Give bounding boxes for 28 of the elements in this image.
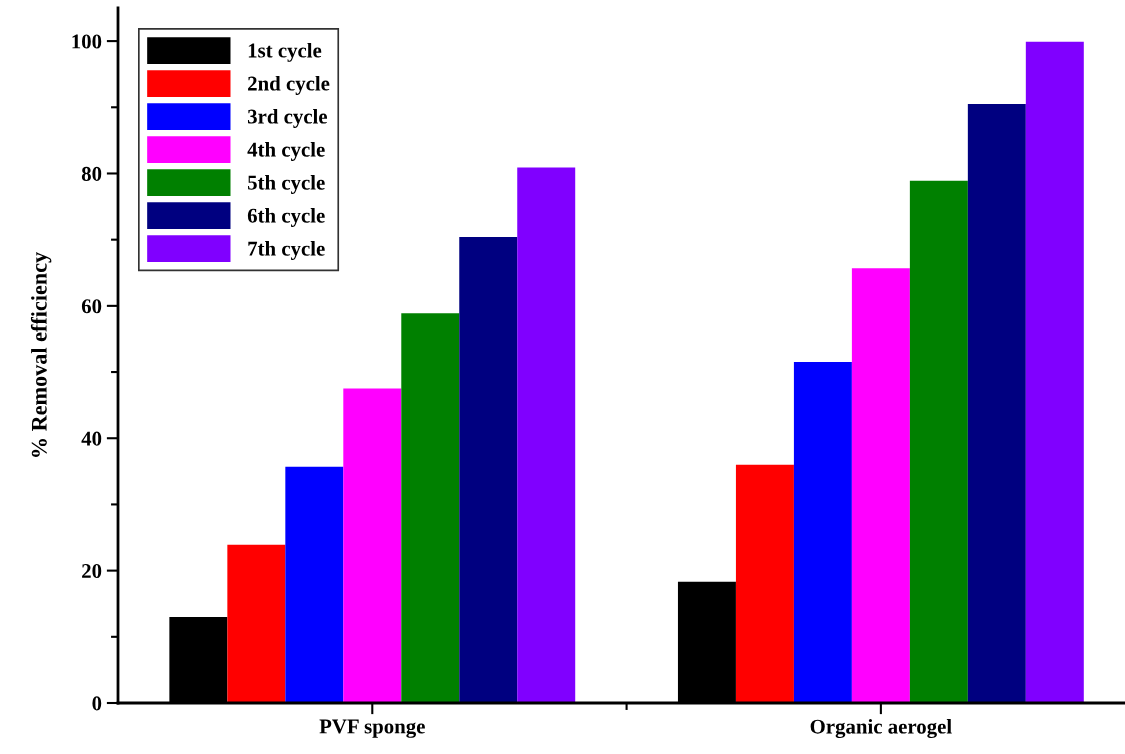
bar <box>227 544 286 703</box>
legend-label: 5th cycle <box>248 175 325 194</box>
legend-label: 2nd cycle <box>248 75 330 95</box>
legend-label: 7th cycle <box>248 241 325 260</box>
x-tick-label: PVF sponge <box>319 719 425 738</box>
x-tick-label: Organic aerogel <box>810 718 952 739</box>
y-tick-label: 100 <box>72 34 102 49</box>
legend-label: 3rd cycle <box>247 108 328 128</box>
y-tick-label: 40 <box>81 431 102 446</box>
bar <box>517 167 576 703</box>
bar <box>401 313 460 703</box>
bar <box>343 388 402 703</box>
legend-label: 6th cycle <box>247 208 325 227</box>
bar <box>851 268 910 703</box>
legend-label: 1st cycle <box>248 42 322 62</box>
bar <box>909 180 968 703</box>
bar <box>793 362 852 703</box>
y-tick-label: 0 <box>92 696 102 711</box>
bar <box>285 466 344 703</box>
bar <box>459 237 518 703</box>
y-axis-title: % Removal efficiency <box>30 252 52 457</box>
y-tick-label: 60 <box>81 299 102 314</box>
legend-label: 4th cycle <box>247 141 325 161</box>
y-tick-label: 20 <box>82 563 102 579</box>
bar <box>1025 41 1084 703</box>
bar <box>967 103 1026 703</box>
y-tick-label: 80 <box>81 166 102 181</box>
bar <box>735 464 794 703</box>
